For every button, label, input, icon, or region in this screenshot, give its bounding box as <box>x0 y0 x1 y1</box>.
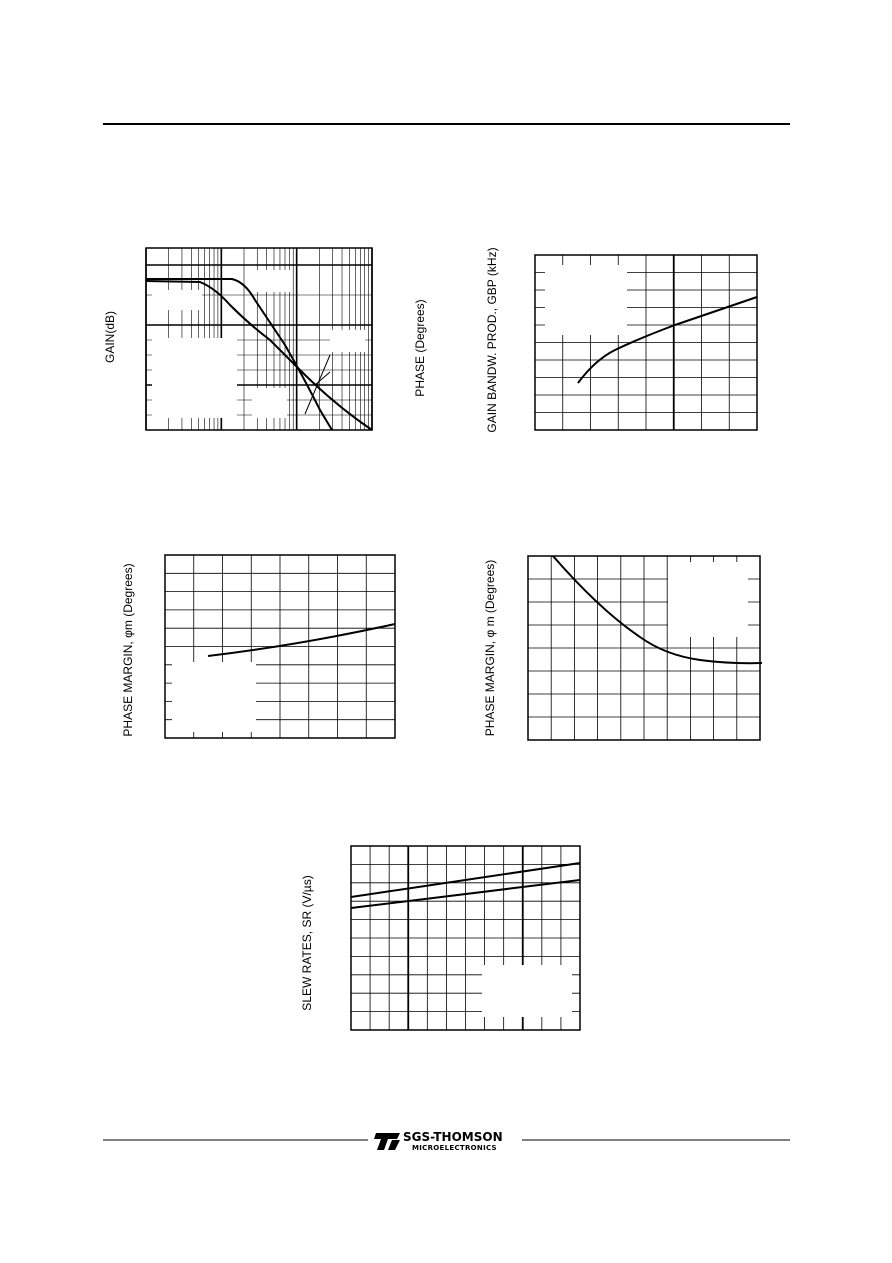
pointer <box>304 354 331 415</box>
plot-frame <box>164 554 396 739</box>
legend-box <box>172 662 256 732</box>
plot-frame <box>145 247 373 431</box>
y2-label: PHASE (Degrees) <box>413 299 427 396</box>
legend-box <box>252 388 287 418</box>
y-label: GAIN(dB) <box>103 311 117 363</box>
curves <box>145 278 763 909</box>
y-label: PHASE MARGIN, φ m (Degrees) <box>483 560 497 736</box>
sr-curve-2 <box>350 879 581 909</box>
legend-box <box>668 562 748 637</box>
legend-box <box>482 965 572 1017</box>
brand: SGS-THOMSON <box>403 1130 503 1144</box>
grids <box>145 247 761 1031</box>
st-logo <box>374 1133 400 1150</box>
legend-box <box>152 290 202 310</box>
pm-curve-1 <box>207 623 396 657</box>
y-label: PHASE MARGIN, φm (Degrees) <box>121 563 135 736</box>
y-label: SLEW RATES, SR (V/µs) <box>300 875 314 1010</box>
sr-curve-1 <box>350 862 581 898</box>
legend-box <box>152 338 237 418</box>
gbp-curve <box>577 296 758 384</box>
plot-frame <box>527 555 761 741</box>
pointer <box>314 371 331 386</box>
plot-frame <box>350 845 581 1031</box>
brand-sub: MICROELECTRONICS <box>412 1144 497 1152</box>
gain-curve <box>146 278 333 431</box>
y-label: GAIN BANDW. PROD., GBP (kHz) <box>485 247 499 432</box>
phase-curve <box>145 280 373 431</box>
pointers <box>304 354 331 415</box>
legend-box <box>545 265 627 335</box>
legend-box <box>330 330 365 352</box>
pm-curve-2 <box>552 555 763 665</box>
plot-frame <box>534 254 758 431</box>
legend-box <box>252 270 292 292</box>
